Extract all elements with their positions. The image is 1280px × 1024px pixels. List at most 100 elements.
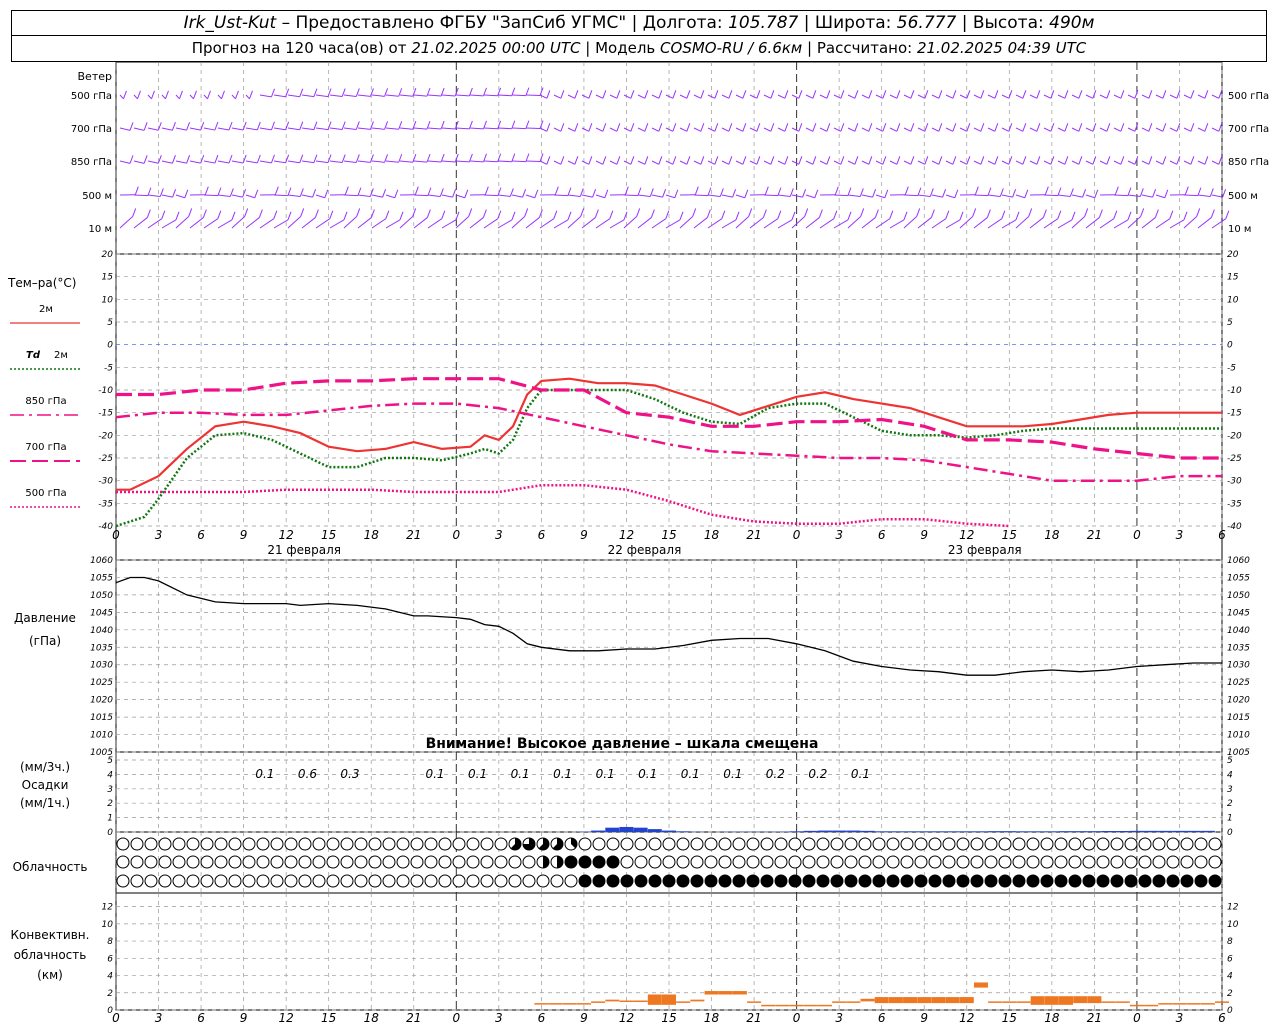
wind-barb-flag bbox=[285, 121, 290, 130]
conv-bar bbox=[1215, 1001, 1229, 1003]
precip-y-tick-right: 5 bbox=[1227, 756, 1233, 766]
wind-level-left: 500 м bbox=[82, 191, 112, 202]
cloud-symbol bbox=[718, 855, 732, 869]
wind-barb-flag bbox=[143, 122, 148, 131]
wind-barb-shaft bbox=[847, 94, 856, 99]
wind-barb-flag bbox=[1064, 123, 1069, 132]
cloud-fill bbox=[523, 838, 535, 850]
wind-barb-shaft bbox=[637, 194, 651, 197]
cloud-symbol bbox=[802, 837, 816, 851]
wind-level-left: 700 гПа bbox=[71, 124, 112, 135]
latitude-value: 56.777 bbox=[896, 13, 957, 33]
separator: | bbox=[803, 13, 810, 33]
precip-bar bbox=[832, 830, 847, 832]
wind-barb-shaft bbox=[847, 216, 862, 229]
wind-barb-flag bbox=[889, 210, 894, 219]
conv-bar bbox=[1115, 1001, 1130, 1003]
wind-barb-flag bbox=[1001, 210, 1006, 219]
pres-y-tick-left: 1060 bbox=[90, 556, 113, 566]
temp-y-tick-right: 10 bbox=[1227, 295, 1239, 305]
wind-barb-flag bbox=[1120, 90, 1125, 99]
wind-barb-shaft bbox=[161, 160, 173, 164]
wind-barb-flag bbox=[202, 209, 207, 218]
x-tick-temp: 12 bbox=[279, 528, 294, 542]
wind-barb-flag bbox=[285, 154, 290, 163]
wind-barb-shaft bbox=[1127, 94, 1136, 99]
cloud-symbol bbox=[172, 874, 186, 888]
wind-barb-shaft bbox=[1015, 94, 1024, 99]
cloud-symbol bbox=[186, 855, 200, 869]
cloud-symbol bbox=[382, 837, 396, 851]
cloud-symbol bbox=[844, 837, 858, 851]
conv-y-tick-right: 12 bbox=[1227, 903, 1239, 913]
wind-barb-flag bbox=[254, 189, 259, 198]
cloud-symbol bbox=[886, 837, 900, 851]
temp-panel-title: Тем–ра(°С) bbox=[7, 276, 76, 290]
wind-barb-shaft bbox=[1197, 94, 1206, 99]
wind-barb-flag bbox=[882, 90, 887, 99]
wind-barb-flag bbox=[954, 189, 959, 198]
cloud-symbol bbox=[984, 855, 998, 869]
wind-barb-flag bbox=[314, 209, 319, 218]
precip-3h-label: 0.1 bbox=[255, 767, 274, 781]
wind-barb-flag bbox=[980, 123, 985, 132]
cloud-symbol bbox=[690, 837, 704, 851]
wind-barb-shaft bbox=[1211, 127, 1220, 132]
cloud-symbol bbox=[354, 837, 368, 851]
wind-barb-shaft bbox=[203, 194, 218, 197]
cloud-symbol bbox=[942, 874, 956, 888]
wind-barb-shaft bbox=[833, 160, 842, 165]
wind-barb-flag bbox=[959, 211, 964, 221]
cloud-symbol bbox=[1040, 837, 1054, 851]
wind-barb-flag bbox=[214, 154, 219, 164]
wind-barb-shaft bbox=[147, 160, 159, 164]
wind-barb-flag bbox=[624, 186, 629, 195]
wind-barb-flag bbox=[522, 189, 527, 198]
wind-barb-flag bbox=[938, 156, 943, 165]
cloud-symbol bbox=[606, 837, 620, 851]
wind-barb-flag bbox=[1008, 123, 1013, 132]
wind-barb-shaft bbox=[973, 217, 988, 229]
pres-y-tick-left: 1010 bbox=[90, 731, 113, 741]
wind-barb-shaft bbox=[623, 194, 638, 197]
wind-barb-flag bbox=[1127, 211, 1132, 221]
wind-barb-flag bbox=[719, 188, 724, 197]
wind-barb-shaft bbox=[385, 94, 399, 97]
conv-bar bbox=[576, 1003, 591, 1005]
cloud-symbol bbox=[144, 837, 158, 851]
cloud-symbol bbox=[676, 855, 690, 869]
wind-barb-flag bbox=[721, 210, 726, 219]
precip-3h-label: 0.1 bbox=[468, 767, 487, 781]
cloud-symbol bbox=[690, 855, 704, 869]
wind-barb-shaft bbox=[917, 94, 926, 99]
wind-barb-shaft bbox=[371, 94, 385, 97]
wind-barb-shaft bbox=[1015, 127, 1024, 132]
wind-barb-flag bbox=[1204, 90, 1209, 99]
wind-barb-flag bbox=[798, 156, 803, 165]
x-tick-bottom: 21 bbox=[746, 1011, 761, 1024]
wind-barb-shaft bbox=[1155, 94, 1164, 99]
wind-barb-shaft bbox=[217, 94, 222, 100]
cloud-symbol bbox=[1208, 855, 1222, 869]
wind-barb-flag bbox=[1148, 156, 1153, 165]
wind-barb-shaft bbox=[1015, 194, 1025, 199]
wind-barb-shaft bbox=[609, 160, 618, 165]
wind-barb-shaft bbox=[1141, 217, 1156, 229]
wind-barb-shaft bbox=[931, 94, 940, 99]
wind-barb-flag bbox=[924, 156, 929, 165]
wind-barb-shaft bbox=[287, 160, 300, 164]
cloud-symbol bbox=[746, 837, 760, 851]
wind-barb-flag bbox=[1050, 123, 1055, 132]
wind-barb-shaft bbox=[455, 94, 470, 97]
conv-bar bbox=[988, 1001, 1003, 1003]
wind-barb-shaft bbox=[1071, 194, 1083, 198]
temp-y-tick-left: -40 bbox=[98, 522, 113, 532]
wind-barb-shaft bbox=[273, 219, 289, 229]
cloud-symbol bbox=[1054, 837, 1068, 851]
precip-bar bbox=[1016, 831, 1031, 832]
precip-bar bbox=[1144, 830, 1159, 832]
wind-barb-shaft bbox=[1183, 127, 1192, 132]
wind-barb-shaft bbox=[245, 160, 258, 164]
precip-y-tick-left: 1 bbox=[107, 814, 113, 824]
wind-barb-shaft bbox=[133, 217, 148, 229]
